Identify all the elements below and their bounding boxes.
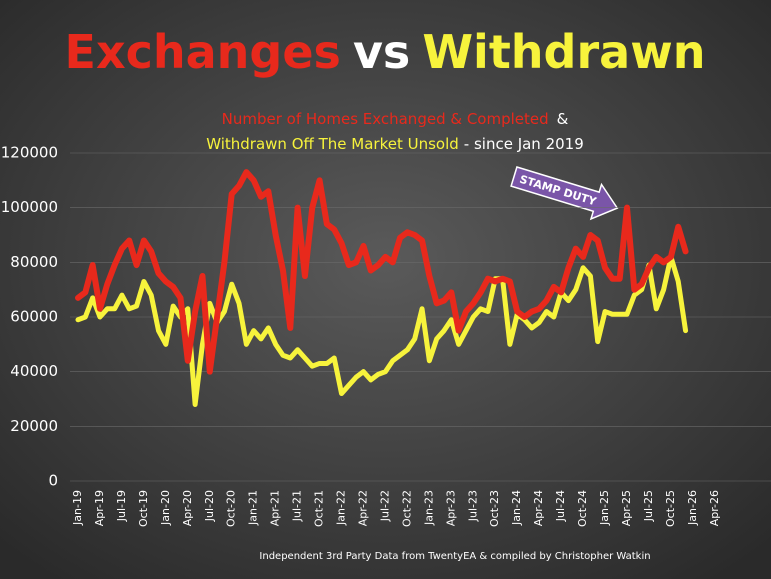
x-tick-label: Jul-20 xyxy=(203,490,216,522)
x-tick-label: Jan-19 xyxy=(71,490,84,526)
subtitle: Withdrawn Off The Market Unsold - since J… xyxy=(206,135,584,153)
x-tick-label: Jan-21 xyxy=(247,490,260,526)
footer: Independent 3rd Party Data from TwentyEA… xyxy=(259,551,650,562)
x-tick-label: Jan-23 xyxy=(422,490,435,526)
x-tick-label: Jul-19 xyxy=(115,490,128,522)
x-tick-label: Jan-20 xyxy=(159,490,172,526)
x-tick-label: Oct-24 xyxy=(576,490,589,527)
subtitle: Number of Homes Exchanged & Completed & xyxy=(222,110,569,128)
x-tick-label: Jan-25 xyxy=(598,490,611,526)
y-tick-label: 20000 xyxy=(10,417,58,435)
arrow-shape xyxy=(510,166,619,221)
title-part: Exchanges xyxy=(65,25,341,79)
x-tick-label: Apr-26 xyxy=(708,490,721,526)
x-tick-label: Jul-22 xyxy=(378,490,391,522)
y-tick-label: 80000 xyxy=(10,253,58,271)
x-tick-label: Apr-19 xyxy=(93,490,106,526)
x-tick-label: Jul-21 xyxy=(291,490,304,522)
x-tick-label: Apr-21 xyxy=(269,490,282,526)
subtitle-joiner: & xyxy=(557,110,569,128)
x-tick-label: Oct-23 xyxy=(488,490,501,527)
data-line xyxy=(75,169,689,375)
x-tick-label: Apr-24 xyxy=(532,490,545,526)
x-tick-label: Oct-21 xyxy=(313,490,326,527)
x-tick-label: Oct-25 xyxy=(664,490,677,527)
y-tick-label: 0 xyxy=(48,472,58,490)
x-tick-label: Jan-26 xyxy=(686,490,699,526)
x-tick-label: Oct-19 xyxy=(137,490,150,527)
series-name: Number of Homes Exchanged & Completed xyxy=(222,110,549,128)
y-tick-label: 40000 xyxy=(10,362,58,380)
x-tick-label: Apr-25 xyxy=(620,490,633,526)
x-tick-label: Oct-20 xyxy=(225,490,238,527)
y-tick-label: 100000 xyxy=(1,198,58,216)
subtitle-joiner: - since Jan 2019 xyxy=(464,135,584,153)
x-tick-label: Apr-22 xyxy=(356,490,369,526)
chart-title: Exchanges vs Withdrawn xyxy=(65,25,706,79)
data-line xyxy=(75,254,689,407)
x-tick-label: Jul-23 xyxy=(466,490,479,522)
x-tick-label: Jan-24 xyxy=(510,490,523,526)
x-tick-label: Jan-22 xyxy=(335,490,348,526)
title-part: vs xyxy=(353,25,410,79)
x-tick-label: Apr-23 xyxy=(444,490,457,526)
x-tick-label: Oct-22 xyxy=(400,490,413,527)
y-tick-label: 60000 xyxy=(10,308,58,326)
title-part: Withdrawn xyxy=(422,25,705,79)
x-tick-label: Jul-25 xyxy=(642,490,655,522)
x-tick-label: Jul-24 xyxy=(554,490,567,522)
y-tick-label: 120000 xyxy=(1,144,58,162)
series-name: Withdrawn Off The Market Unsold xyxy=(206,135,459,153)
x-tick-label: Apr-20 xyxy=(181,490,194,526)
